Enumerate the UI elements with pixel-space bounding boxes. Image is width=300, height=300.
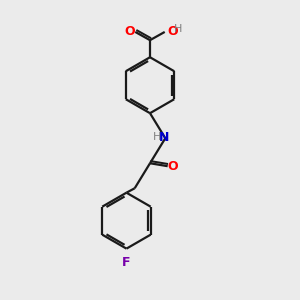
Text: H: H xyxy=(174,24,182,34)
Text: O: O xyxy=(168,160,178,173)
Text: H: H xyxy=(153,132,161,142)
Text: N: N xyxy=(159,131,169,144)
Text: O: O xyxy=(167,25,178,38)
Text: O: O xyxy=(125,26,135,38)
Text: F: F xyxy=(122,256,131,269)
